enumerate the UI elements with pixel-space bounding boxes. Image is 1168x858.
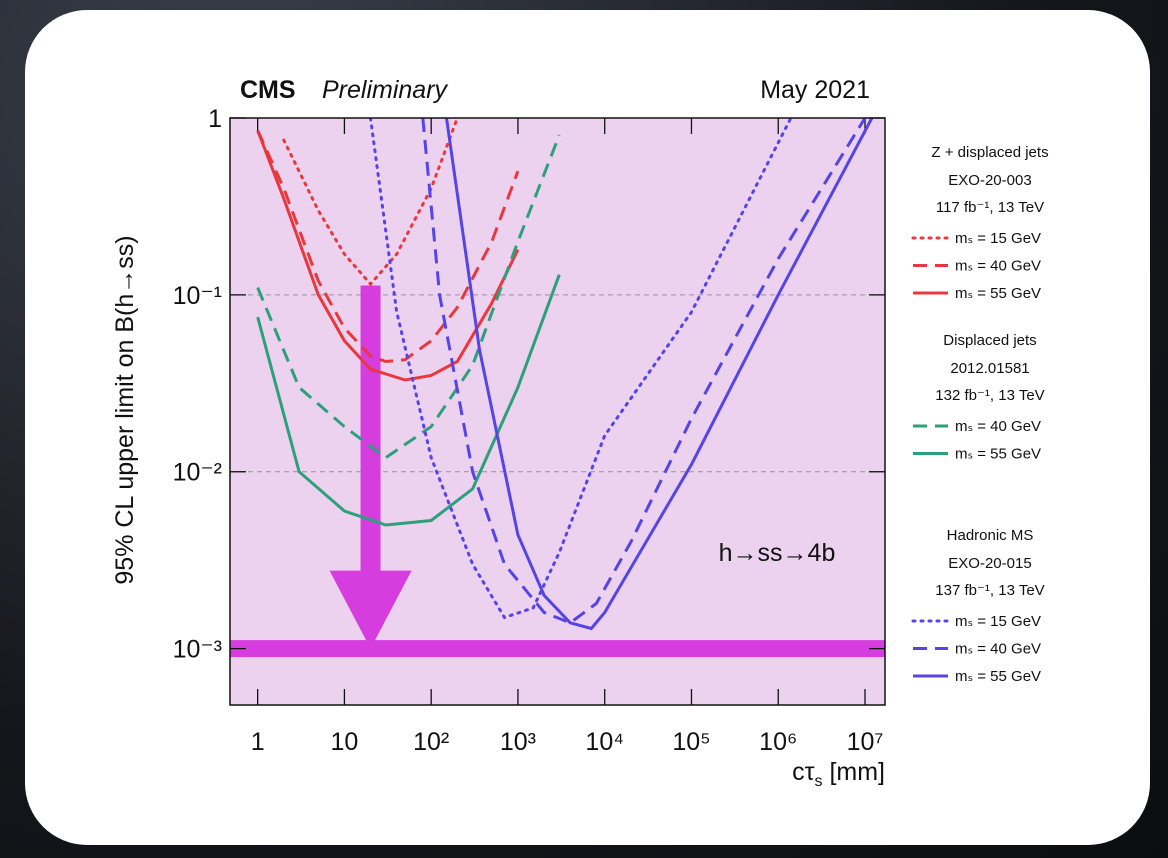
- x-tick-label: 10⁵: [672, 728, 710, 756]
- series-line: [369, 118, 793, 620]
- x-tick-label: 10²: [413, 728, 449, 756]
- legend-label: mₛ = 40 GeV: [955, 641, 1041, 658]
- series-line: [256, 129, 520, 364]
- preliminary-label: Preliminary: [322, 76, 449, 104]
- x-tick-label: 1: [251, 728, 265, 756]
- plot-frame: [229, 117, 886, 706]
- cms-label: CMS: [240, 76, 296, 104]
- x-label-main: cτ: [792, 758, 815, 786]
- date-label: May 2021: [760, 76, 870, 104]
- legend-group-reference: 2012.01581: [950, 360, 1029, 377]
- legend-label: mₛ = 55 GeV: [955, 285, 1041, 302]
- series-line: [282, 118, 459, 287]
- y-tick-label: 10⁻³: [173, 636, 222, 664]
- limit-band: [230, 640, 885, 658]
- series-line: [421, 118, 867, 625]
- x-label-unit: [mm]: [823, 758, 886, 786]
- x-tick-label: 10⁷: [847, 728, 884, 756]
- x-tick-label: 10³: [500, 728, 536, 756]
- process-label: h→ss→4b: [719, 539, 836, 567]
- legend-group-luminosity: 132 fb⁻¹, 13 TeV: [935, 387, 1044, 404]
- legend-label: mₛ = 15 GeV: [955, 230, 1041, 247]
- legend-group-title: Z + displaced jets: [931, 144, 1048, 161]
- series-line: [256, 274, 561, 527]
- legend-label: mₛ = 55 GeV: [955, 668, 1041, 685]
- series-line: [256, 129, 520, 382]
- x-tick-label: 10⁴: [585, 728, 624, 756]
- legend-group-reference: EXO-20-003: [948, 172, 1031, 189]
- series-line: [256, 134, 561, 460]
- legend-label: mₛ = 55 GeV: [955, 446, 1041, 463]
- legend-label: mₛ = 15 GeV: [955, 613, 1041, 630]
- series-line: [445, 118, 874, 631]
- legend-label: mₛ = 40 GeV: [955, 258, 1041, 275]
- legend-group-title: Hadronic MS: [947, 527, 1034, 544]
- x-label-sub: s: [815, 773, 823, 790]
- legend-group-reference: EXO-20-015: [948, 555, 1031, 572]
- x-tick-label: 10: [331, 728, 359, 756]
- legend-group-luminosity: 137 fb⁻¹, 13 TeV: [935, 582, 1044, 599]
- arrow: [329, 285, 412, 649]
- legend-label: mₛ = 40 GeV: [955, 418, 1041, 435]
- y-tick-label: 10⁻²: [173, 459, 222, 487]
- y-tick-label: 10⁻¹: [173, 282, 222, 310]
- y-tick-label: 1: [208, 105, 222, 133]
- legend-group-title: Displaced jets: [943, 332, 1036, 349]
- legend-group-luminosity: 117 fb⁻¹, 13 TeV: [936, 199, 1044, 216]
- x-axis-label: cτs [mm]: [792, 758, 885, 790]
- plot-background: [230, 118, 885, 705]
- series-layer: [256, 118, 874, 631]
- y-axis-label: 95% CL upper limit on B(h→ss): [111, 235, 139, 584]
- x-tick-label: 10⁶: [759, 728, 797, 756]
